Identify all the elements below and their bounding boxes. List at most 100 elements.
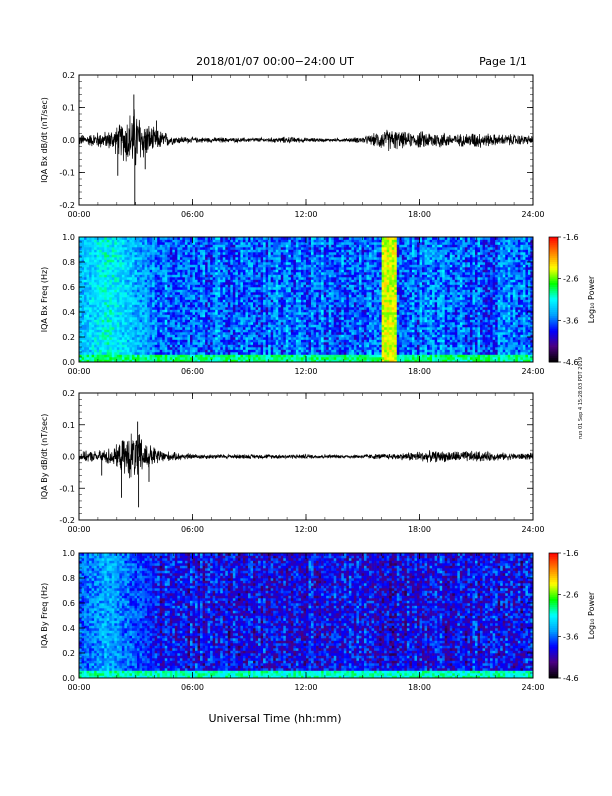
heatmap-cell	[117, 290, 120, 293]
heatmap-cell	[142, 292, 145, 295]
heatmap-cell	[150, 342, 153, 345]
heatmap-cell	[210, 295, 213, 298]
heatmap-cell	[225, 255, 228, 258]
heatmap-cell	[253, 285, 256, 288]
heatmap-cell	[261, 277, 264, 280]
heatmap-cell	[235, 302, 238, 305]
heatmap-cell	[134, 247, 137, 250]
page-number: Page 1/1	[479, 55, 527, 68]
heatmap-cell	[309, 260, 312, 263]
heatmap-cell	[107, 262, 110, 265]
heatmap-cell	[167, 260, 170, 263]
heatmap-cell	[240, 315, 243, 318]
heatmap-cell	[94, 352, 97, 355]
heatmap-cell	[301, 295, 304, 298]
heatmap-cell	[240, 347, 243, 350]
heatmap-cell	[208, 272, 211, 275]
heatmap-cell	[228, 317, 231, 320]
heatmap-cell	[152, 317, 155, 320]
heatmap-cell	[180, 270, 183, 273]
heatmap-cell	[187, 287, 190, 290]
heatmap-cell	[170, 252, 173, 255]
heatmap-cell	[283, 335, 286, 338]
heatmap-cell	[205, 317, 208, 320]
heatmap-cell	[228, 267, 231, 270]
heatmap-cell	[142, 357, 145, 360]
heatmap-cell	[261, 247, 264, 250]
heatmap-cell	[170, 305, 173, 308]
heatmap-cell	[198, 347, 201, 350]
heatmap-cell	[321, 355, 324, 358]
heatmap-cell	[104, 280, 107, 283]
heatmap-cell	[230, 337, 233, 340]
heatmap-cell	[288, 337, 291, 340]
heatmap-cell	[261, 255, 264, 258]
heatmap-cell	[109, 325, 112, 328]
heatmap-cell	[92, 282, 95, 285]
heatmap-cell	[273, 262, 276, 265]
heatmap-cell	[200, 275, 203, 278]
heatmap-cell	[142, 317, 145, 320]
heatmap-cell	[251, 337, 254, 340]
heatmap-cell	[114, 332, 117, 335]
heatmap-cell	[215, 357, 218, 360]
heatmap-cell	[114, 247, 117, 250]
heatmap-cell	[87, 325, 90, 328]
heatmap-cell	[147, 280, 150, 283]
heatmap-cell	[172, 297, 175, 300]
heatmap-cell	[112, 330, 115, 333]
heatmap-cell	[172, 252, 175, 255]
heatmap-cell	[198, 300, 201, 303]
heatmap-cell	[218, 292, 221, 295]
heatmap-cell	[291, 297, 294, 300]
heatmap-cell	[258, 305, 261, 308]
heatmap-cell	[172, 327, 175, 330]
heatmap-cell	[205, 265, 208, 268]
heatmap-cell	[147, 350, 150, 353]
heatmap-cell	[324, 347, 327, 350]
heatmap-cell	[296, 347, 299, 350]
heatmap-cell	[109, 290, 112, 293]
heatmap-cell	[298, 242, 301, 245]
heatmap-cell	[127, 305, 130, 308]
heatmap-cell	[119, 272, 122, 275]
heatmap-cell	[112, 280, 115, 283]
heatmap-cell	[205, 277, 208, 280]
heatmap-cell	[142, 327, 145, 330]
heatmap-cell	[182, 317, 185, 320]
heatmap-cell	[84, 305, 87, 308]
heatmap-cell	[114, 310, 117, 313]
heatmap-cell	[200, 260, 203, 263]
heatmap-cell	[225, 297, 228, 300]
heatmap-cell	[303, 305, 306, 308]
heatmap-cell	[147, 272, 150, 275]
heatmap-cell	[87, 332, 90, 335]
heatmap-cell	[170, 337, 173, 340]
heatmap-cell	[220, 305, 223, 308]
heatmap-cell	[293, 280, 296, 283]
heatmap-cell	[218, 267, 221, 270]
heatmap-cell	[190, 302, 193, 305]
heatmap-cell	[286, 312, 289, 315]
heatmap-cell	[268, 285, 271, 288]
heatmap-cell	[190, 297, 193, 300]
heatmap-cell	[112, 357, 115, 360]
heatmap-cell	[256, 340, 259, 343]
heatmap-cell	[117, 265, 120, 268]
heatmap-cell	[157, 277, 160, 280]
heatmap-cell	[220, 315, 223, 318]
heatmap-cell	[102, 342, 105, 345]
heatmap-cell	[276, 295, 279, 298]
heatmap-cell	[104, 347, 107, 350]
heatmap-cell	[256, 267, 259, 270]
heatmap-cell	[142, 305, 145, 308]
heatmap-cell	[162, 280, 165, 283]
heatmap-cell	[82, 312, 85, 315]
heatmap-cell	[296, 307, 299, 310]
heatmap-cell	[89, 305, 92, 308]
heatmap-cell	[230, 250, 233, 253]
heatmap-cell	[243, 285, 246, 288]
heatmap-cell	[311, 240, 314, 243]
heatmap-cell	[205, 342, 208, 345]
heatmap-cell	[278, 352, 281, 355]
